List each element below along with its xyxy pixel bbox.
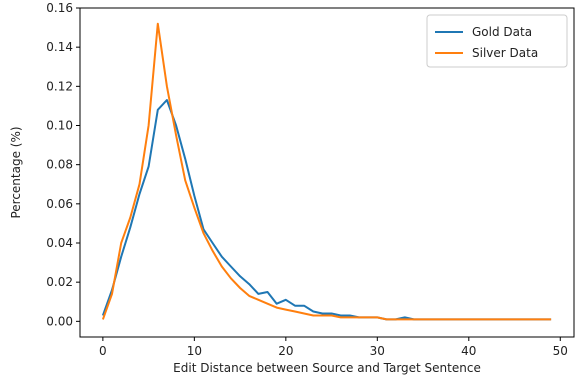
y-tick-label: 0.04	[46, 236, 73, 250]
series-lines	[101, 22, 552, 321]
series-line-silver	[101, 22, 552, 321]
x-tick-label: 40	[461, 344, 476, 358]
legend: Gold Data Silver Data	[426, 14, 568, 68]
x-axis-label: Edit Distance between Source and Target …	[173, 361, 481, 375]
legend-label-gold: Gold Data	[472, 25, 532, 39]
y-tick-label: 0.06	[46, 197, 73, 211]
y-axis: 0.00 0.02 0.04 0.06 0.08 0.10 0.12 0.14 0.16	[46, 1, 80, 328]
legend-label-silver: Silver Data	[472, 46, 538, 60]
y-tick-label: 0.12	[46, 79, 73, 93]
x-tick-label: 50	[553, 344, 568, 358]
y-tick-label: 0.14	[46, 40, 73, 54]
y-tick-label: 0.02	[46, 275, 73, 289]
y-tick-label: 0.08	[46, 158, 73, 172]
y-tick-label: 0.00	[46, 314, 73, 328]
y-tick-label: 0.16	[46, 1, 73, 15]
x-tick-label: 20	[278, 344, 293, 358]
x-tick-label: 0	[99, 344, 107, 358]
x-axis: 0 10 20 30 40 50	[99, 337, 568, 358]
x-tick-label: 10	[187, 344, 202, 358]
y-axis-label: Percentage (%)	[9, 126, 23, 218]
y-tick-label: 0.10	[46, 119, 73, 133]
x-tick-label: 30	[370, 344, 385, 358]
